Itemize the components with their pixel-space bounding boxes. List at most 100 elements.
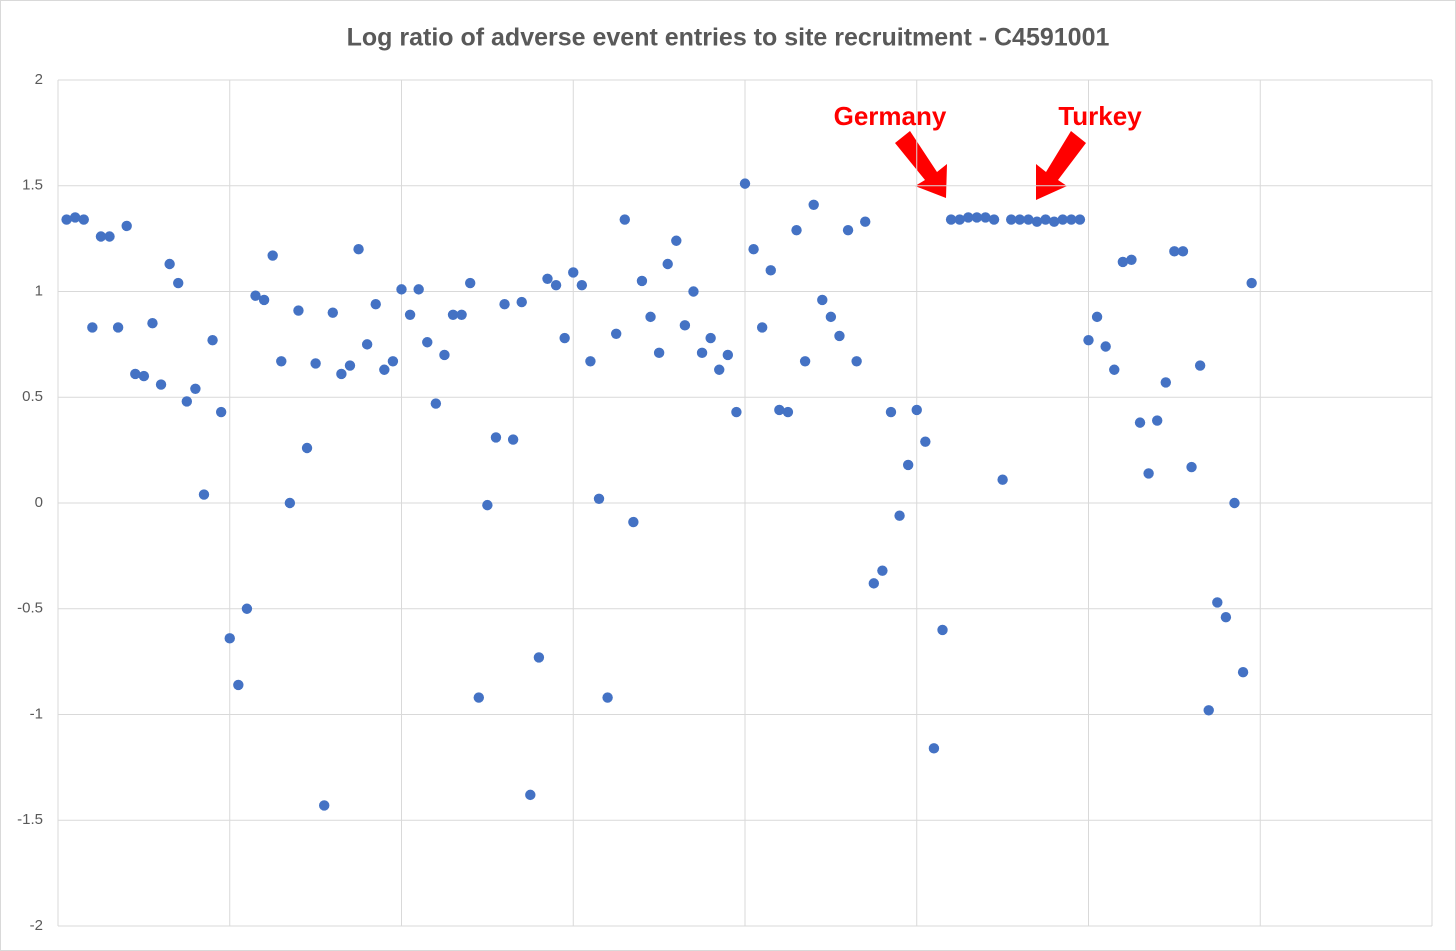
point [739,178,751,189]
point [851,356,862,367]
point [361,339,373,350]
point [155,379,167,390]
annotation: Germany [834,101,947,131]
point [576,279,588,291]
point [327,307,338,318]
point [731,406,742,418]
point [490,432,502,443]
arrow [895,131,947,198]
point [542,273,553,285]
point [593,493,605,504]
point [671,235,682,246]
point [525,789,536,801]
point [516,296,527,308]
point [1220,612,1232,623]
point [799,356,811,367]
point [945,214,957,225]
arrow [1036,131,1086,200]
point [1091,311,1103,323]
y-tick-label: 0.5 [22,388,43,405]
point [928,743,940,754]
point [181,396,193,407]
point [473,692,484,703]
point [645,311,656,323]
point [439,349,450,361]
y-tick-label: 1.5 [22,177,43,194]
point [568,267,579,278]
point [842,224,854,236]
point [293,305,304,316]
annotation: Turkey [1058,101,1142,131]
point [413,284,424,295]
point [817,294,828,306]
point [662,258,673,270]
point [319,800,330,811]
point [988,214,1000,225]
point [430,398,442,409]
point [482,499,493,511]
point [404,309,416,320]
y-tick-label: -1.5 [17,811,43,828]
point [748,244,759,255]
point [87,322,98,333]
point [138,370,150,382]
point [550,279,562,291]
point [834,330,845,342]
point [877,565,888,576]
point [971,212,983,223]
point [387,356,399,367]
point [465,277,476,289]
point [499,298,510,310]
point [233,679,244,691]
point [456,309,467,320]
point [224,633,235,644]
point [1083,334,1094,346]
point [1074,214,1086,225]
point [276,356,287,367]
point [791,224,802,236]
point [696,347,708,359]
y-tick-label: 1 [35,282,43,299]
point [1040,214,1051,225]
point [250,290,261,301]
point [980,212,991,223]
point [1246,277,1257,289]
point [1014,214,1025,225]
point [422,337,433,348]
point [937,624,948,636]
point [722,349,734,361]
point [1194,360,1206,371]
point [130,368,141,380]
point [774,404,785,416]
point [679,320,691,331]
point [121,220,132,232]
point [902,459,914,471]
chart-title: Log ratio of adverse event entries to si… [347,24,1110,52]
point [396,284,407,295]
point [714,364,725,375]
point [258,294,270,306]
point [688,286,699,297]
point [1048,216,1060,227]
point [379,364,390,375]
point [808,199,819,210]
point [602,692,613,703]
point [207,334,218,346]
point [610,328,622,339]
point [954,214,965,225]
point [868,578,880,589]
point [1160,377,1171,388]
point [765,265,776,276]
point [825,311,837,323]
point [1006,214,1017,225]
point [705,332,716,344]
point [241,603,253,614]
point [1212,597,1223,608]
point [1152,415,1163,426]
point [636,275,648,287]
point [963,212,974,223]
point [860,216,871,227]
point [370,298,381,310]
point [585,356,596,367]
point [1023,214,1034,225]
